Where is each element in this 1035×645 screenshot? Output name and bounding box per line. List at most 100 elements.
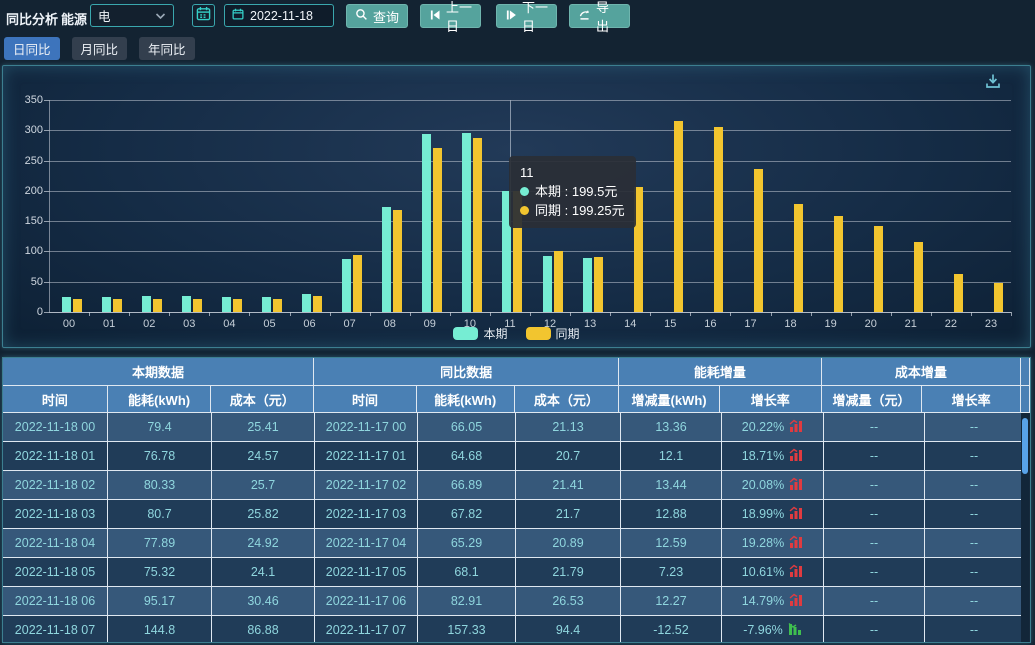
cell-r3-c9: -- — [925, 500, 1024, 529]
bar-同期-06 — [313, 295, 323, 312]
cell-value: 24.1 — [250, 565, 276, 579]
y-axis-label: 300 — [24, 124, 43, 137]
x-axis-label: 16 — [704, 318, 717, 330]
bar-同期-05 — [272, 298, 282, 312]
cell-value: 18.71% — [741, 449, 785, 463]
table-scrollbar[interactable] — [1021, 413, 1029, 642]
cell-value: 80.7 — [147, 507, 172, 521]
bar-同期-15 — [673, 121, 683, 312]
legend-item-同期[interactable]: 同期 — [525, 325, 580, 342]
cell-r0-c2: 25.41 — [212, 413, 315, 442]
cell-r2-c3: 2022-11-17 02 — [315, 471, 418, 500]
x-tick — [129, 312, 131, 316]
cell-value: 2022-11-18 03 — [14, 507, 96, 521]
table-row: 2022-11-18 06 95.17 30.46 2022-11-17 06 82.9… — [3, 587, 1030, 616]
column-header-4: 能耗(kWh) — [416, 386, 515, 413]
next-day-button[interactable]: 下一日 — [496, 0, 557, 34]
cell-value: 14.79% — [741, 594, 785, 608]
bar-本期-10 — [462, 132, 472, 312]
x-tick — [449, 312, 451, 316]
cell-r0-c1: 79.4 — [108, 413, 212, 442]
cell-r5-c7: 10.61% — [722, 558, 824, 587]
bar-同期-18 — [794, 204, 804, 312]
export-button[interactable]: 导出 — [569, 0, 630, 34]
cell-r3-c0: 2022-11-18 03 — [3, 500, 108, 529]
cell-r0-c5: 21.13 — [516, 413, 621, 442]
bar-同期-04 — [232, 299, 242, 312]
cell-r1-c8: -- — [824, 442, 925, 471]
column-header-6: 增减量(kWh) — [619, 386, 720, 413]
bar-本期-07 — [342, 259, 352, 312]
x-axis-label: 19 — [824, 318, 837, 330]
cell-value: -- — [969, 594, 979, 608]
tab-日同比[interactable]: 日同比 — [4, 37, 60, 60]
cell-r6-c2: 30.46 — [212, 587, 315, 616]
y-axis-label: 50 — [30, 275, 43, 288]
x-tick — [890, 312, 892, 316]
cell-value: 82.91 — [450, 594, 483, 608]
cell-value: 13.36 — [655, 420, 687, 434]
x-axis-label: 14 — [624, 318, 637, 330]
tab-年同比[interactable]: 年同比 — [139, 37, 195, 60]
cell-value: 21.41 — [552, 478, 584, 492]
legend-item-本期[interactable]: 本期 — [453, 325, 508, 342]
x-axis-label: 00 — [62, 318, 76, 330]
energy-label: 能源 — [61, 12, 88, 27]
query-button[interactable]: 查询 — [346, 4, 408, 28]
column-header-0: 时间 — [3, 386, 108, 413]
tooltip-series-dot — [520, 187, 529, 196]
cell-value: 86.88 — [247, 623, 279, 637]
cell-value: 18.99% — [741, 507, 785, 521]
cell-value: 64.68 — [450, 449, 483, 463]
prev-day-button[interactable]: 上一日 — [420, 0, 481, 34]
cell-value: 75.32 — [143, 565, 176, 579]
cell-r1-c6: 12.1 — [621, 442, 722, 471]
gridline — [49, 251, 1011, 253]
calendar-button[interactable] — [192, 4, 215, 27]
cell-r5-c1: 75.32 — [108, 558, 212, 587]
cell-r4-c5: 20.89 — [516, 529, 621, 558]
group-header-filler — [1021, 358, 1030, 386]
table-scrollbar-thumb[interactable] — [1022, 418, 1028, 474]
cell-value: 7.23 — [658, 565, 684, 579]
cell-value: -- — [869, 623, 879, 637]
cell-r5-c0: 2022-11-18 05 — [3, 558, 108, 587]
tooltip-series-text: 同期 : 199.25元 — [535, 203, 625, 218]
x-tick — [850, 312, 852, 316]
date-picker-input[interactable]: 2022-11-18 — [224, 4, 334, 27]
cell-value: 2022-11-18 06 — [14, 594, 96, 608]
bar-同期-23 — [994, 282, 1004, 312]
cell-r7-c8: -- — [824, 616, 925, 642]
tab-月同比[interactable]: 月同比 — [71, 37, 128, 60]
y-tick — [44, 312, 49, 313]
cell-value: -- — [869, 594, 879, 608]
gridline — [49, 100, 1011, 101]
date-picker-value: 2022-11-18 — [250, 8, 314, 23]
cell-value: -- — [969, 565, 979, 579]
cell-r0-c8: -- — [824, 413, 925, 442]
table-row: 2022-11-18 07 144.8 86.88 2022-11-17 07 157.… — [3, 616, 1030, 642]
cell-r2-c6: 13.44 — [621, 471, 722, 500]
energy-select[interactable]: 电 — [90, 4, 174, 27]
data-table: 本期数据 同比数据 能耗增量 成本增量 时间 能耗(kWh) 成本（元） 时间 能耗(kWh) 成… — [3, 358, 1030, 642]
cell-r6-c8: -- — [824, 587, 925, 616]
x-tick — [369, 312, 371, 316]
x-tick — [409, 312, 411, 316]
cell-value: -- — [969, 507, 979, 521]
cell-value: 13.44 — [655, 478, 687, 492]
y-tick — [44, 281, 49, 283]
cell-r5-c8: -- — [824, 558, 925, 587]
table-row: 2022-11-18 04 77.89 24.92 2022-11-17 04 65.2… — [3, 529, 1030, 558]
download-icon[interactable] — [984, 72, 1002, 90]
cell-r1-c0: 2022-11-18 01 — [3, 442, 108, 471]
cell-r1-c2: 24.57 — [212, 442, 315, 471]
tooltip-series-text: 本期 : 199.5元 — [535, 184, 618, 199]
cell-r6-c7: 14.79% — [722, 587, 824, 616]
cell-value: 79.4 — [147, 420, 172, 434]
cell-r7-c9: -- — [925, 616, 1024, 642]
cell-r2-c0: 2022-11-18 02 — [3, 471, 108, 500]
gridline — [49, 281, 1011, 283]
bar-本期-12 — [542, 255, 552, 312]
cell-value: 2022-11-17 06 — [325, 594, 407, 608]
x-tick — [530, 312, 531, 316]
